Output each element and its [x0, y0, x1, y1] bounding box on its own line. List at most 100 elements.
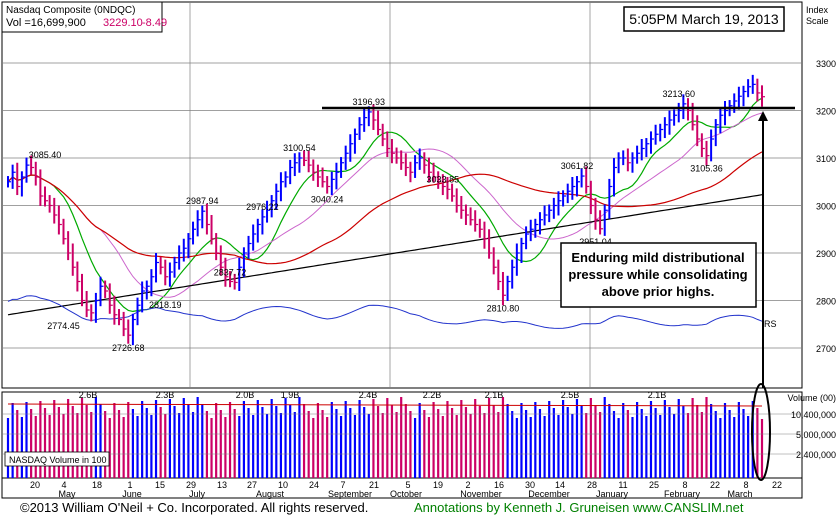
day-tick-label: 2 — [465, 480, 470, 490]
price-label: 3085.40 — [29, 150, 62, 160]
price-tick-label: 2800 — [816, 297, 836, 307]
footer: ©2013 William O'Neil + Co. Incorporated.… — [0, 499, 840, 518]
price-label: 2774.45 — [47, 321, 80, 331]
volume-peak-label: 2.3B — [156, 390, 175, 400]
price-tick-label: 3000 — [816, 202, 836, 212]
timestamp: 5:05PM March 19, 2013 — [629, 11, 779, 27]
day-tick-label: 16 — [494, 480, 504, 490]
month-label: March — [727, 489, 752, 499]
volume-tick-label: 2,400,000 — [796, 450, 836, 460]
rs-label: RS — [764, 319, 777, 329]
day-tick-label: 10 — [278, 480, 288, 490]
copyright-text: ©2013 William O'Neil + Co. Incorporated.… — [20, 500, 369, 515]
index-label: Index — [806, 5, 829, 15]
day-tick-label: 21 — [369, 480, 379, 490]
price-label: 3213.60 — [662, 89, 695, 99]
volume-peak-label: 2.6B — [79, 390, 98, 400]
day-tick-label: 18 — [92, 480, 102, 490]
price-label: 2976.22 — [246, 202, 279, 212]
volume-peak-label: 2.0B — [236, 390, 255, 400]
price-tick-label: 2900 — [816, 249, 836, 259]
volume-tick-label: 10,400,000 — [791, 410, 836, 420]
header-box — [1, 1, 163, 33]
volume-tick-label: 5,000,000 — [796, 430, 836, 440]
price-label: 3105.36 — [690, 164, 723, 174]
ma-21-line — [7, 112, 763, 298]
chart-title: Nasdaq Composite (0NDQC) — [6, 5, 136, 16]
volume-bars: Volume (00) 10,400,000 5,000,000 2,400,000 N… — [2, 390, 836, 478]
day-tick-label: 11 — [618, 480, 627, 490]
price-label: 2987.94 — [186, 196, 219, 206]
grid: 2700 2800 2900 3000 3100 3200 3300 — [2, 2, 836, 388]
volume-peak-label: 2.2B — [423, 390, 442, 400]
day-tick-label: 24 — [309, 480, 319, 490]
month-label: December — [528, 489, 570, 499]
month-label: June — [122, 489, 142, 499]
volume-panel-label: NASDAQ Volume in 100 — [9, 455, 107, 465]
annotation-line: above prior highs. — [602, 284, 715, 299]
price-label: 2837.72 — [214, 267, 247, 277]
ma-10-line — [7, 97, 763, 313]
day-tick-label: 8 — [682, 480, 687, 490]
volume-value: Vol =16,699,900 — [6, 17, 86, 29]
volume-peak-label: 1.9B — [281, 390, 300, 400]
price-panel — [1, 1, 803, 389]
month-label: September — [328, 489, 372, 499]
annotations-credit: Annotations by Kenneth J. Gruneisen www.… — [414, 500, 744, 515]
price-label: 3033.85 — [427, 174, 460, 184]
day-tick-label: 13 — [217, 480, 227, 490]
stock-chart: 2700 2800 2900 3000 3100 3200 3300 Volume (00)… — [1, 1, 836, 499]
price-label: 3196.93 — [353, 97, 386, 107]
day-tick-label: 19 — [433, 480, 443, 490]
price-tick-label: 3200 — [816, 107, 836, 117]
price-label: 2810.80 — [487, 303, 520, 313]
month-label: October — [390, 489, 422, 499]
month-label: August — [256, 489, 285, 499]
day-tick-label: 4 — [61, 480, 66, 490]
chart-labels: RS3085.402774.452726.682818.192837.72298… — [29, 89, 782, 499]
volume-peak-label: 2.1B — [485, 390, 504, 400]
price-label: 3100.54 — [283, 143, 316, 153]
price-label: 3061.82 — [561, 161, 594, 171]
day-tick-label: 27 — [247, 480, 257, 490]
arrow-head-icon — [758, 111, 768, 121]
moving-averages — [7, 97, 763, 329]
volume-highlight-oval — [751, 383, 771, 481]
ma-200-line — [7, 194, 763, 316]
volume-tick-label: Volume (00) — [787, 393, 836, 403]
day-tick-label: 30 — [525, 480, 535, 490]
volume-peak-label: 2.4B — [359, 390, 378, 400]
price-tick-label: 3300 — [816, 59, 836, 69]
annotation-text: Enduring mild distributional pressure whi… — [568, 250, 747, 299]
day-tick-label: 5 — [405, 480, 410, 490]
price-value: 3229.10 — [103, 17, 143, 29]
day-tick-label: 29 — [186, 480, 196, 490]
month-label: July — [189, 489, 206, 499]
price-label: 3040.24 — [311, 195, 344, 205]
volume-panel-label-box — [4, 451, 110, 467]
day-tick-label: 22 — [772, 480, 782, 490]
price-bars — [7, 74, 765, 346]
price-tick-label: 3100 — [816, 154, 836, 164]
annotation-line: Enduring mild distributional — [571, 250, 744, 265]
price-label: 2818.19 — [149, 300, 182, 310]
day-tick-label: 25 — [649, 480, 659, 490]
volume-peak-label: 2.5B — [561, 390, 580, 400]
month-label: February — [664, 489, 701, 499]
volume-average-line — [7, 403, 763, 407]
month-label: May — [58, 489, 76, 499]
annotation-box — [560, 242, 757, 308]
ma-50-line — [7, 151, 763, 265]
day-tick-label: 1 — [127, 480, 132, 490]
price-label: 2726.68 — [112, 343, 145, 353]
day-tick-label: 8 — [743, 480, 748, 490]
timestamp-box — [623, 6, 785, 32]
day-tick-label: 20 — [30, 480, 40, 490]
volume-peak-label: 2.1B — [648, 390, 667, 400]
price-tick-label: 2700 — [816, 344, 836, 354]
day-tick-label: 15 — [155, 480, 165, 490]
month-label: January — [596, 489, 629, 499]
change-value: -8.49 — [142, 17, 167, 29]
scale-label: Scale — [806, 16, 829, 26]
day-tick-label: 22 — [710, 480, 720, 490]
